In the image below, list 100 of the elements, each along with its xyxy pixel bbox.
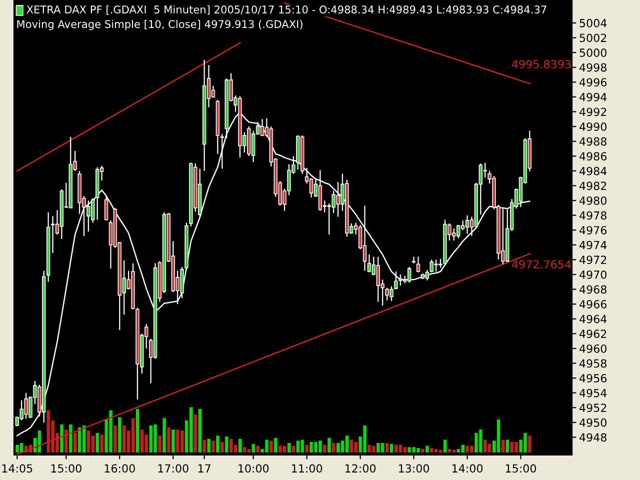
candlestick — [425, 269, 429, 281]
bar — [167, 427, 170, 454]
candlestick — [416, 256, 420, 273]
x-tick-label: 17:00 — [158, 464, 188, 473]
x-tick-label: 13:00 — [398, 464, 430, 473]
bar — [354, 442, 358, 454]
y-tick-label: 4992 — [579, 108, 606, 116]
bar — [474, 432, 478, 454]
bar — [256, 446, 260, 454]
bar — [506, 440, 509, 454]
candlestick — [309, 178, 314, 198]
bar — [69, 424, 72, 454]
bar — [501, 440, 504, 454]
bar — [162, 418, 166, 454]
bar — [421, 448, 424, 454]
y-tick-label: 4962 — [579, 330, 606, 338]
bar — [154, 424, 157, 454]
candlestick — [318, 170, 322, 212]
y-tick-label: 4960 — [579, 344, 606, 353]
bar — [220, 442, 224, 454]
bar — [131, 418, 135, 454]
y-tick-label: 4974 — [579, 240, 607, 250]
bar — [376, 442, 380, 454]
bar — [158, 436, 162, 454]
text: Moving Average Simple [10, Close] 4979.913 (.GDAXI) — [17, 20, 302, 30]
bar — [212, 440, 215, 454]
bar — [443, 440, 447, 454]
y-tick-label: 5004 — [580, 18, 607, 28]
y-tick-label: 4956 — [579, 374, 607, 382]
y-tick-label: 4948 — [579, 433, 606, 442]
x-tick-label: 17 — [198, 464, 210, 472]
x-tick-label: 16:00 — [104, 464, 135, 473]
y-tick-label: 4990 — [579, 122, 606, 131]
bar — [60, 424, 64, 454]
x-tick-label: 10:00 — [238, 464, 269, 473]
y-tick-label: 4970 — [579, 270, 606, 279]
y-tick-label: 5002 — [580, 34, 606, 42]
bar — [118, 417, 122, 454]
candlestick — [412, 256, 416, 264]
y-tick-label: 4954 — [579, 388, 607, 398]
bar — [345, 436, 348, 454]
bar — [287, 442, 291, 454]
y-tick-label: 4966 — [579, 300, 607, 308]
bar — [292, 446, 296, 454]
bar — [270, 440, 273, 454]
bar — [225, 436, 228, 454]
chart-title: XETRA DAX PF [.GDAXI 5 Minuten] 2005/10/17 15:10 - O:4988.34 H:4989.43 L:4983.93 C:4984.37 — [26, 5, 546, 15]
y-tick-label: 5000 — [580, 48, 606, 57]
y-tick-label: 4958 — [579, 359, 606, 368]
candlestick — [220, 133, 224, 170]
annotation: 4995.8393 — [512, 60, 571, 68]
bar — [368, 444, 371, 454]
bar — [496, 420, 500, 454]
x-tick-label: 14:00 — [452, 464, 483, 473]
y-tick-label: 4996 — [579, 78, 607, 86]
bar — [332, 442, 336, 454]
bar — [282, 446, 286, 454]
candlestick — [104, 196, 108, 222]
bar — [207, 438, 210, 454]
bar — [189, 407, 192, 454]
y-tick-label: 4952 — [579, 404, 606, 412]
bar — [202, 440, 206, 454]
candlestick — [362, 205, 367, 272]
bar — [274, 438, 278, 454]
y-tick-label: 4984 — [579, 166, 607, 176]
bar — [194, 414, 197, 454]
y-tick-label: 4978 — [579, 211, 606, 220]
y-tick-label: 4982 — [579, 182, 606, 190]
bar — [216, 436, 220, 454]
y-tick-label: 4994 — [579, 92, 607, 102]
y-tick-label: 4986 — [579, 152, 607, 160]
x-tick-label: 11:00 — [292, 464, 322, 473]
bar — [385, 442, 389, 454]
candlestick — [465, 214, 470, 234]
y-tick-label: 4998 — [579, 63, 606, 72]
y-tick-label: 4972 — [579, 256, 606, 264]
y-tick-label: 4968 — [579, 285, 606, 294]
y-tick-label: 4980 — [579, 196, 606, 205]
x-tick-label: 15:00 — [506, 464, 536, 473]
bar — [484, 440, 487, 454]
candlestick — [50, 215, 55, 254]
bar — [300, 440, 304, 454]
x-tick-label: 12:00 — [346, 464, 376, 473]
bar — [180, 430, 184, 454]
y-tick-label: 4976 — [579, 226, 607, 234]
y-tick-label: 4988 — [579, 137, 606, 146]
x-tick-label: 15:00 — [51, 464, 82, 473]
bar — [122, 425, 126, 454]
y-tick-label: 4964 — [579, 314, 607, 324]
bar — [514, 442, 518, 454]
y-tick-label: 4950 — [579, 418, 606, 427]
bar — [426, 446, 429, 454]
bar — [176, 430, 180, 454]
annotation: 4972.7654 — [512, 260, 571, 269]
bar — [100, 434, 104, 454]
bar — [328, 438, 331, 454]
bar — [114, 425, 117, 454]
bar — [96, 432, 99, 454]
bar — [278, 446, 282, 454]
candlestick — [260, 118, 264, 137]
